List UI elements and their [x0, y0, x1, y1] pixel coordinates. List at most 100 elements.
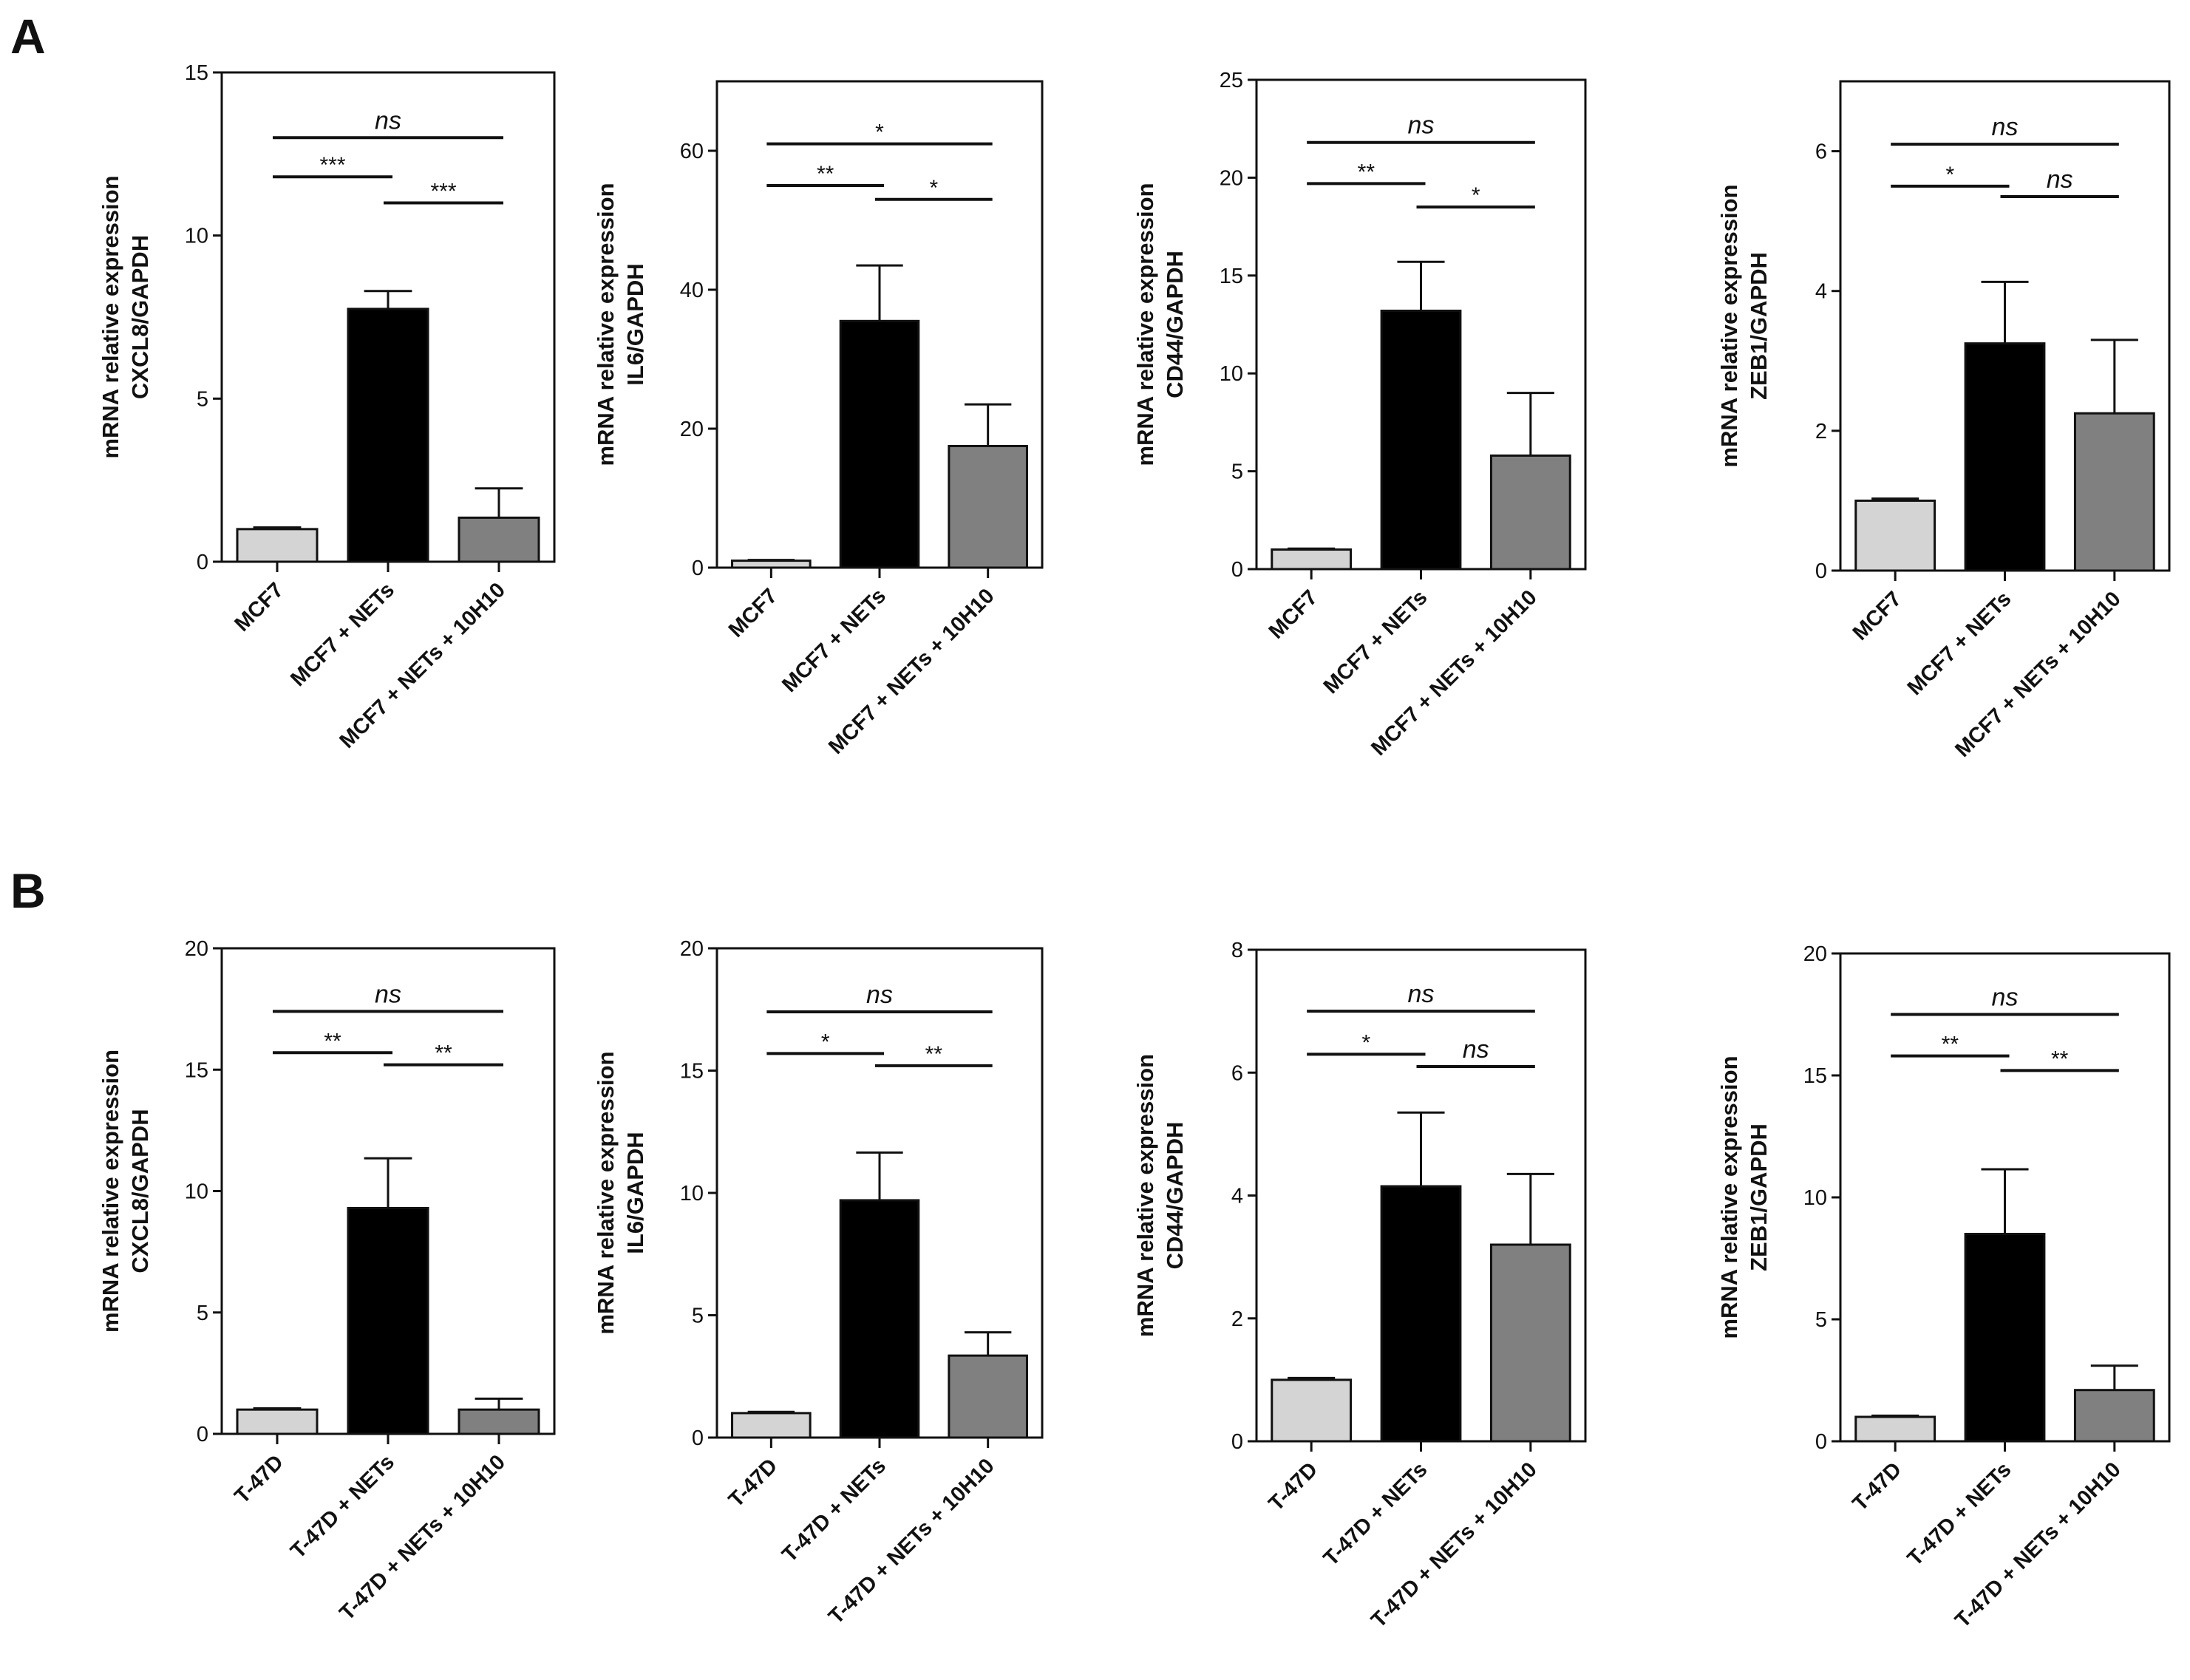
y-axis-label-line2: CXCL8/GAPDH	[127, 1109, 153, 1273]
category-label: MCF7 + NETs	[778, 584, 891, 697]
y-axis-label-line2: CD44/GAPDH	[1162, 1122, 1188, 1270]
y-tick-label: 60	[680, 140, 704, 163]
bar	[236, 528, 319, 563]
y-axis-label: mRNA relative expression CD44/GAPDH	[1132, 1054, 1188, 1337]
significance-label: ns	[1992, 113, 2019, 141]
category-label: MCF7	[724, 584, 782, 642]
significance-label: *	[1361, 1030, 1370, 1055]
y-tick-label: 0	[1231, 1430, 1243, 1454]
y-axis-label: mRNA relative expression CD44/GAPDH	[1132, 183, 1188, 466]
y-axis-label: mRNA relative expression ZEB1/GAPDH	[1716, 184, 1772, 467]
bar	[948, 445, 1028, 569]
significance-label: ns	[375, 980, 401, 1008]
y-tick-label: 0	[692, 557, 704, 580]
bar	[458, 516, 540, 563]
y-axis-label-line1: mRNA relative expression	[593, 1051, 619, 1334]
y-tick-label: 10	[185, 225, 208, 248]
category-label: T-47D + NETs	[286, 1450, 399, 1563]
y-tick-label: 40	[680, 279, 704, 302]
y-tick-label: 20	[680, 418, 704, 441]
chart-6: 0 5 10 15 20 mRNA relative expression IL6/GAPD…	[593, 937, 1044, 1629]
y-axis-label-line2: ZEB1/GAPDH	[1746, 1123, 1772, 1271]
bar	[1854, 1415, 1936, 1443]
significance-label: **	[324, 1029, 341, 1053]
significance-label: ns	[1463, 1035, 1489, 1064]
chart-2: 0 20 40 60 mRNA relative expression IL6/GAPDH…	[593, 80, 1044, 759]
y-tick-label: 20	[680, 937, 704, 961]
chart-4: 0 2 4 6 mRNA relative expression ZEB1/GAPDH MC…	[1716, 80, 2171, 762]
y-tick-label: 4	[1231, 1185, 1243, 1208]
significance-label: *	[929, 176, 938, 200]
bar	[731, 1412, 812, 1439]
category-label: T-47D	[724, 1454, 782, 1511]
bar	[1854, 499, 1936, 572]
bar	[1964, 1233, 2046, 1443]
y-tick-label: 10	[185, 1180, 208, 1204]
category-label: MCF7	[230, 578, 288, 636]
bar	[1489, 1243, 1571, 1443]
y-axis-label: mRNA relative expression IL6/GAPDH	[593, 1051, 648, 1334]
significance-label: ns	[2047, 166, 2073, 194]
y-axis-label-line1: mRNA relative expression	[1132, 1054, 1158, 1337]
category-label: T-47D + NETs	[778, 1454, 891, 1567]
y-tick-label: 0	[197, 551, 208, 574]
category-label: T-47D + NETs	[1319, 1458, 1432, 1571]
y-tick-label: 8	[1231, 939, 1243, 962]
y-tick-label: 6	[1815, 140, 1827, 164]
significance-label: ns	[1408, 112, 1435, 140]
y-axis-label: mRNA relative expression CXCL8/GAPDH	[98, 1050, 153, 1333]
y-tick-label: 15	[1220, 265, 1243, 288]
significance-label: ns	[1408, 980, 1435, 1008]
significance-label: ns	[1992, 984, 2019, 1012]
category-label: MCF7 + NETs	[286, 578, 399, 691]
bar	[2073, 1389, 2155, 1443]
y-tick-label: 20	[185, 937, 208, 961]
significance-label: **	[925, 1042, 943, 1067]
significance-label: *	[1945, 163, 1954, 187]
y-tick-label: 5	[1815, 1308, 1827, 1332]
bar	[458, 1408, 540, 1435]
y-axis-label-line2: IL6/GAPDH	[622, 263, 648, 385]
y-axis-label-line1: mRNA relative expression	[1716, 184, 1742, 467]
significance-label: *	[1472, 183, 1480, 208]
y-axis-label-line1: mRNA relative expression	[593, 183, 619, 466]
y-tick-label: 15	[185, 61, 208, 85]
y-axis-label: mRNA relative expression CXCL8/GAPDH	[98, 175, 153, 458]
y-axis-label: mRNA relative expression IL6/GAPDH	[593, 183, 648, 466]
bar	[1271, 548, 1353, 571]
y-tick-label: 2	[1815, 420, 1827, 443]
y-tick-label: 15	[680, 1060, 704, 1084]
bar	[347, 1206, 429, 1435]
significance-label: **	[2051, 1047, 2069, 1071]
y-axis-label-line2: CXCL8/GAPDH	[127, 235, 153, 399]
significance-label: ns	[866, 981, 893, 1009]
bar	[1380, 1185, 1462, 1443]
bar	[948, 1354, 1028, 1439]
y-tick-label: 4	[1815, 280, 1827, 304]
chart-5: 0 5 10 15 20 mRNA relative expression CXCL8/GA…	[98, 937, 556, 1625]
category-label: MCF7	[1849, 587, 1906, 645]
significance-label: **	[817, 162, 834, 186]
bar	[236, 1408, 319, 1435]
bar	[347, 307, 429, 563]
significance-label: **	[1358, 160, 1375, 184]
chart-7: 0 2 4 6 8 mRNA relative expression CD44/GAPDH T…	[1132, 939, 1587, 1633]
category-label: T-47D	[1265, 1458, 1322, 1515]
y-axis-label-line2: ZEB1/GAPDH	[1746, 252, 1772, 400]
bar	[1964, 342, 2046, 572]
y-axis-label: mRNA relative expression ZEB1/GAPDH	[1716, 1055, 1772, 1339]
y-tick-label: 20	[1803, 942, 1827, 966]
chart-3: 0 5 10 15 20 25 mRNA relative expression CD44/G…	[1132, 69, 1587, 761]
y-tick-label: 5	[692, 1305, 704, 1328]
y-tick-label: 5	[197, 387, 208, 411]
category-label: MCF7 + NETs	[1319, 585, 1432, 698]
bar	[1380, 309, 1462, 571]
significance-label: *	[875, 120, 884, 145]
y-tick-label: 10	[1803, 1186, 1827, 1210]
category-label: T-47D + NETs	[1903, 1458, 2016, 1571]
panel-label-a: A	[10, 9, 46, 64]
bar	[2073, 412, 2155, 572]
y-tick-label: 20	[1220, 166, 1243, 190]
